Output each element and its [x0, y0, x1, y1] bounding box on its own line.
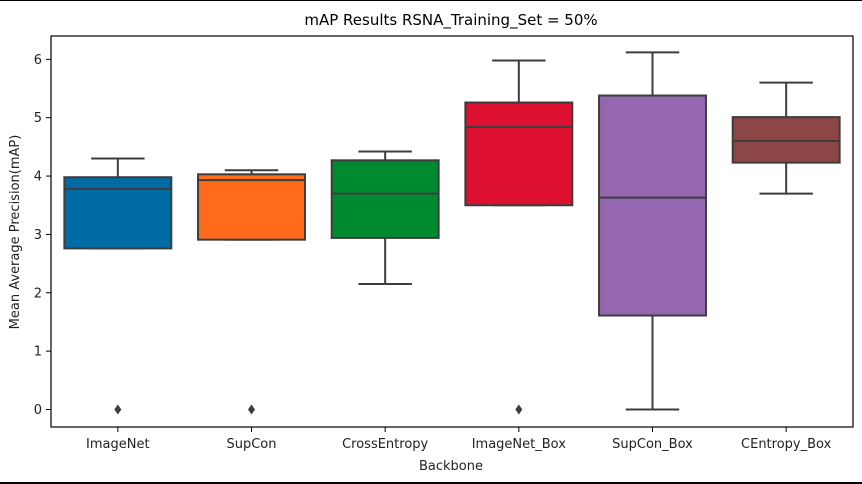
outlier-imagenet — [114, 404, 122, 415]
y-tick-label: 0 — [34, 403, 42, 418]
x-tick-label: SupCon_Box — [612, 437, 693, 452]
box-supcon-box — [598, 94, 707, 317]
outlier-imagenet-box — [515, 404, 523, 415]
x-tick-label: CrossEntropy — [342, 437, 428, 452]
y-tick-label: 3 — [34, 228, 42, 243]
box-centropy-box — [731, 116, 841, 164]
outlier-supcon — [248, 404, 255, 415]
y-axis-label: Mean Average Precision(mAP) — [8, 135, 23, 330]
box-crossentropy — [330, 159, 440, 239]
plot-frame — [50, 35, 854, 428]
y-tick-label: 4 — [34, 170, 42, 185]
x-tick-label: ImageNet_Box — [472, 437, 567, 452]
y-tick-label: 6 — [34, 53, 42, 68]
plot-area: 0 1 2 3 4 5 6 ImageNet SupCon CrossEntropy ImageNe… — [34, 35, 854, 452]
y-tick-label: 1 — [34, 345, 42, 360]
y-tick-label: 2 — [34, 286, 42, 301]
box-imagenet-box — [464, 101, 574, 207]
box-supcon — [197, 173, 306, 241]
chart-title: mAP Results RSNA_Training_Set = 50% — [304, 11, 597, 30]
x-tick-label: ImageNet — [86, 437, 150, 452]
y-tick-label: 5 — [34, 111, 42, 126]
x-tick-label: CEntropy_Box — [741, 437, 832, 452]
x-tick-label: SupCon — [226, 437, 276, 452]
x-axis-label: Backbone — [419, 459, 483, 474]
